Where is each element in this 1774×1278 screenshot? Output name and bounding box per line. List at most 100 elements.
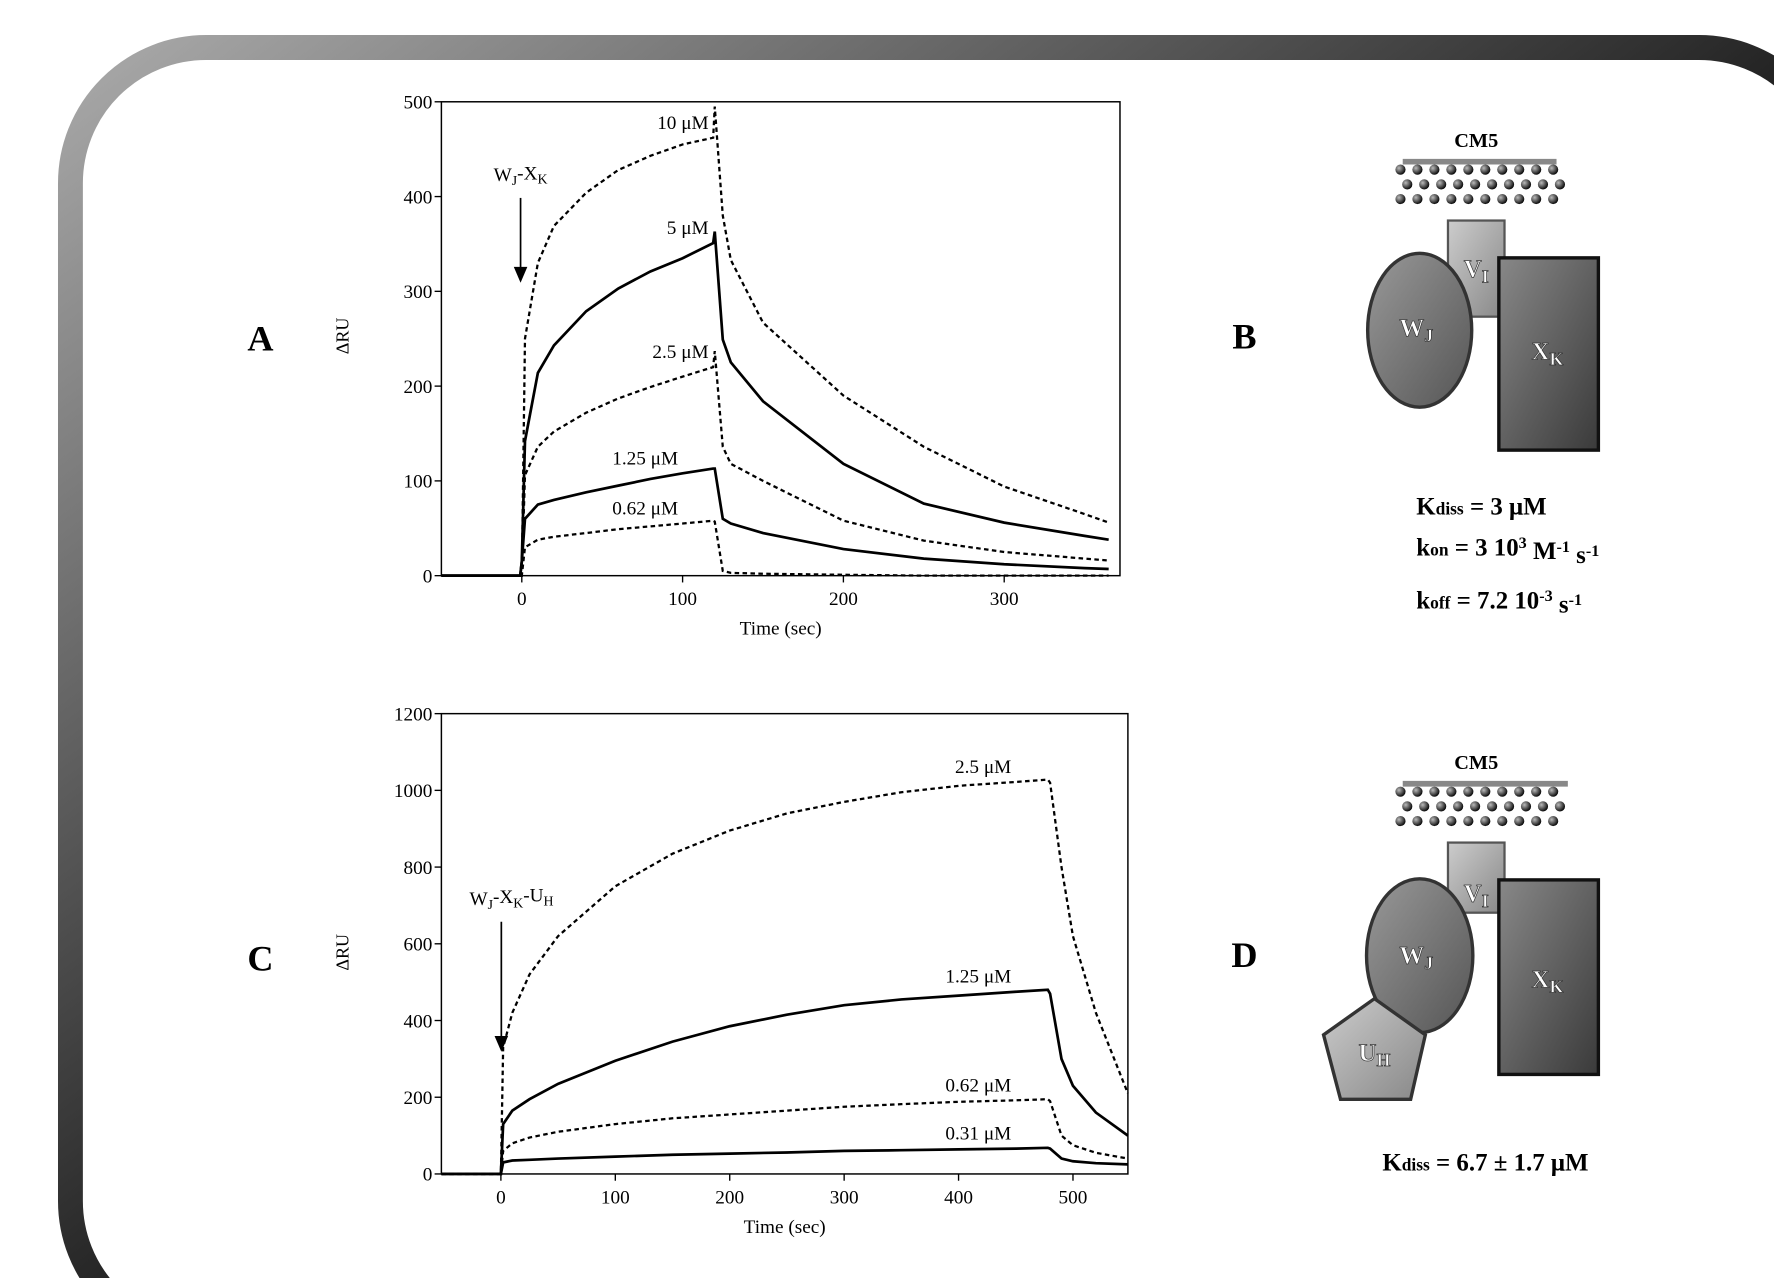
text-segment: K <box>1416 494 1436 521</box>
series-line <box>441 988 1129 1176</box>
text-segment: s <box>1553 591 1569 618</box>
bead <box>1537 801 1549 812</box>
bead <box>1453 801 1464 812</box>
text-segment: s <box>1570 542 1586 569</box>
subunit-label: WJ <box>1399 943 1433 973</box>
bead <box>1514 786 1525 797</box>
bead <box>1480 164 1491 175</box>
bead <box>1402 801 1413 812</box>
bead <box>1480 786 1491 797</box>
bead <box>1486 801 1498 812</box>
series-line <box>441 1146 1128 1176</box>
arrow-head <box>494 1035 509 1052</box>
surface-label: CM5 <box>1454 130 1498 152</box>
series-label: 10 μM <box>657 113 708 134</box>
bead <box>1520 801 1532 812</box>
y-tick-label: 0 <box>423 566 433 587</box>
bead <box>1531 193 1542 205</box>
text-segment: = 3 μM <box>1464 494 1547 521</box>
series-line <box>441 231 1109 578</box>
bead <box>1548 164 1559 175</box>
bead <box>1480 193 1491 205</box>
series-line <box>441 106 1110 577</box>
y-tick-label: 500 <box>404 93 433 114</box>
subunit-label: XK <box>1532 339 1564 369</box>
text-segment: K <box>1550 349 1564 369</box>
text-segment: H <box>544 894 554 909</box>
bead <box>1537 179 1549 190</box>
bead <box>1497 164 1508 175</box>
annotation: WJ-XK-UH <box>469 886 553 912</box>
text-segment: = 3 10 <box>1449 534 1519 561</box>
y-axis-label: ΔRU <box>333 318 353 355</box>
text-segment: k <box>1416 587 1430 614</box>
diagram-d: CM5 VI WJ XK UH <box>1321 752 1601 1102</box>
y-tick-label: 300 <box>404 282 433 303</box>
text-segment: J <box>1424 325 1433 345</box>
text-segment: -1 <box>1556 539 1569 556</box>
y-tick-label: 200 <box>404 377 433 398</box>
constant: kon = 3 103 M-1 s-1 <box>1416 534 1599 569</box>
text-segment: M <box>1527 538 1557 565</box>
series-label: 2.5 μM <box>652 342 708 363</box>
bead <box>1453 179 1464 190</box>
text-segment: J <box>488 897 494 912</box>
bead <box>1531 164 1542 175</box>
bead <box>1497 815 1508 827</box>
y-tick-label: 400 <box>404 187 433 208</box>
text-segment: X <box>1532 966 1550 993</box>
subunit-label: VI <box>1464 880 1489 910</box>
bead <box>1446 164 1457 175</box>
panel-label: C <box>247 938 273 978</box>
bead <box>1429 786 1440 797</box>
series-label: 2.5 μM <box>955 757 1011 778</box>
subunit-x <box>1497 256 1601 452</box>
text-segment: X <box>1532 339 1550 366</box>
bead <box>1520 179 1532 190</box>
bead <box>1436 179 1447 190</box>
bead <box>1470 179 1481 190</box>
series-line <box>441 1098 1129 1176</box>
text-segment: -U <box>523 886 543 907</box>
y-tick-label: 400 <box>404 1011 433 1032</box>
x-tick-label: 0 <box>496 1187 506 1208</box>
text-segment: diss <box>1436 499 1464 519</box>
bead <box>1470 801 1481 812</box>
series-line <box>441 778 1129 1176</box>
bead <box>1395 164 1406 175</box>
x-tick-label: 500 <box>1059 1187 1088 1208</box>
text-segment: off <box>1430 592 1450 612</box>
text-segment: H <box>1376 1050 1390 1070</box>
bead <box>1412 815 1423 827</box>
subunit-label: UH <box>1358 1040 1390 1070</box>
bead <box>1429 193 1440 205</box>
constant: Kdiss = 6.7 ± 1.7 μM <box>1382 1150 1588 1177</box>
diagram-b: CM5 VI WJ XK <box>1365 130 1601 452</box>
x-tick-label: 0 <box>517 589 527 610</box>
text-segment: K <box>1550 977 1564 997</box>
text-segment: -3 <box>1539 588 1552 605</box>
x-tick-label: 200 <box>829 589 858 610</box>
bead <box>1531 786 1542 797</box>
bead <box>1463 193 1474 205</box>
bead <box>1514 164 1525 175</box>
text-segment: I <box>1482 266 1489 286</box>
x-axis-label: Time (sec) <box>744 1217 826 1238</box>
bead <box>1446 815 1457 827</box>
x-tick-label: 100 <box>668 589 697 610</box>
panel-label: B <box>1232 316 1256 356</box>
text-segment: K <box>537 171 547 186</box>
text-segment: = 6.7 ± 1.7 μM <box>1430 1150 1589 1177</box>
bead <box>1395 786 1406 797</box>
bead <box>1531 815 1542 827</box>
series-label: 0.62 μM <box>945 1075 1011 1096</box>
text-segment: J <box>1424 953 1433 973</box>
bead <box>1412 786 1423 797</box>
plot-area <box>440 101 1121 577</box>
bead <box>1412 193 1423 205</box>
text-segment: V <box>1464 256 1482 283</box>
bead <box>1429 164 1440 175</box>
y-tick-label: 600 <box>404 935 433 956</box>
bead <box>1503 179 1515 190</box>
